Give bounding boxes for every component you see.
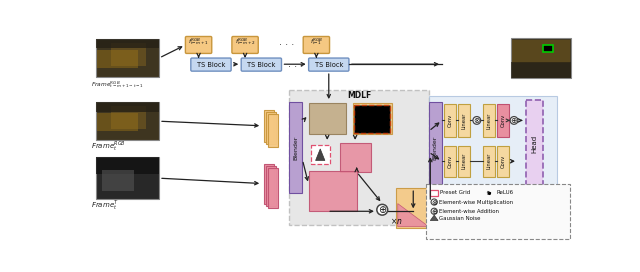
Bar (458, 104, 470, 137)
Circle shape (473, 117, 481, 124)
Text: Head: Head (531, 135, 537, 153)
Bar (497, 104, 509, 137)
Bar (111, 43, 147, 66)
Text: Gaussian Noise: Gaussian Noise (439, 216, 480, 221)
FancyBboxPatch shape (303, 36, 330, 53)
Text: $\oplus$: $\oplus$ (431, 207, 438, 216)
Bar (353, 103, 392, 134)
Bar (429, 96, 557, 197)
Text: TS Block: TS Block (247, 61, 276, 68)
Circle shape (377, 204, 388, 215)
Text: $Frame^{RGB}_{t-m+1\sim t-1}$: $Frame^{RGB}_{t-m+1\sim t-1}$ (91, 80, 144, 90)
Bar (430, 190, 438, 196)
Text: . . .: . . . (288, 59, 303, 69)
Bar (102, 170, 134, 191)
Bar (95, 39, 159, 48)
Bar (289, 102, 303, 193)
Bar (97, 50, 138, 68)
Bar (268, 114, 278, 147)
Bar (483, 104, 495, 137)
Text: $f^{RGB}_{t\mathrm{-}1}$: $f^{RGB}_{t\mathrm{-}1}$ (310, 36, 323, 47)
Text: MDLF: MDLF (347, 91, 371, 100)
Bar (308, 103, 346, 134)
Text: $\oplus$: $\oplus$ (510, 116, 518, 125)
Text: Linear: Linear (461, 153, 467, 169)
Text: $\oplus$: $\oplus$ (378, 204, 387, 215)
Bar (513, 39, 570, 63)
Text: $Frame^{RGB}_{t}$: $Frame^{RGB}_{t}$ (91, 140, 125, 153)
Text: $\times n$: $\times n$ (390, 215, 403, 225)
Bar (396, 188, 430, 228)
FancyBboxPatch shape (191, 58, 231, 71)
Bar (429, 102, 442, 193)
Bar (543, 45, 553, 52)
Bar (95, 39, 159, 77)
FancyBboxPatch shape (241, 58, 282, 71)
Polygon shape (316, 149, 325, 160)
Bar (264, 163, 274, 203)
Text: $\otimes$: $\otimes$ (431, 197, 438, 206)
Text: Conv: Conv (500, 114, 505, 127)
Bar (444, 104, 456, 137)
FancyBboxPatch shape (232, 36, 259, 53)
Text: $f^{RGB}_{t\mathrm{-}m+2}$: $f^{RGB}_{t\mathrm{-}m+2}$ (235, 36, 255, 47)
Bar (289, 90, 429, 225)
Text: Conv: Conv (447, 114, 452, 127)
Text: $\otimes$: $\otimes$ (473, 116, 481, 125)
Text: Element-wise Addition: Element-wise Addition (439, 209, 499, 214)
Bar (511, 38, 572, 78)
Text: Linear: Linear (461, 112, 467, 129)
Text: Conv: Conv (500, 154, 505, 168)
Text: Element-wise Multiplication: Element-wise Multiplication (439, 200, 513, 205)
Bar (311, 145, 330, 163)
Bar (426, 184, 570, 239)
Bar (458, 146, 470, 177)
Bar (483, 146, 495, 177)
Polygon shape (397, 203, 429, 227)
Polygon shape (430, 215, 438, 221)
Bar (525, 100, 543, 188)
Text: TS Block: TS Block (196, 61, 225, 68)
Bar (308, 171, 356, 211)
Circle shape (431, 199, 437, 205)
Text: ReLU6: ReLU6 (496, 190, 513, 195)
Bar (497, 146, 509, 177)
Bar (95, 157, 159, 174)
Circle shape (510, 117, 518, 124)
Bar (444, 146, 456, 177)
Bar (340, 143, 371, 172)
Text: Linear: Linear (486, 112, 492, 129)
Bar (266, 112, 276, 144)
Text: $Frame^{T}_{t}$: $Frame^{T}_{t}$ (91, 198, 119, 212)
Bar (266, 166, 276, 206)
Bar (355, 105, 390, 133)
Text: Blender: Blender (293, 135, 298, 160)
Bar (95, 102, 159, 112)
Bar (268, 168, 278, 208)
Bar (511, 62, 572, 78)
Text: Preset Grid: Preset Grid (440, 190, 470, 195)
Text: $f^{RGB}_{t\mathrm{-}m+1}$: $f^{RGB}_{t\mathrm{-}m+1}$ (188, 36, 209, 47)
Text: TS Block: TS Block (315, 61, 343, 68)
Text: . . .: . . . (279, 37, 294, 47)
Bar (111, 106, 147, 129)
Bar (95, 102, 159, 140)
Circle shape (431, 208, 437, 214)
FancyBboxPatch shape (308, 58, 349, 71)
Text: Blender: Blender (433, 135, 438, 160)
FancyBboxPatch shape (186, 36, 212, 53)
Bar (95, 157, 159, 199)
Text: Linear: Linear (486, 153, 492, 169)
Text: Conv: Conv (447, 154, 452, 168)
Bar (264, 110, 274, 142)
Bar (97, 113, 138, 131)
